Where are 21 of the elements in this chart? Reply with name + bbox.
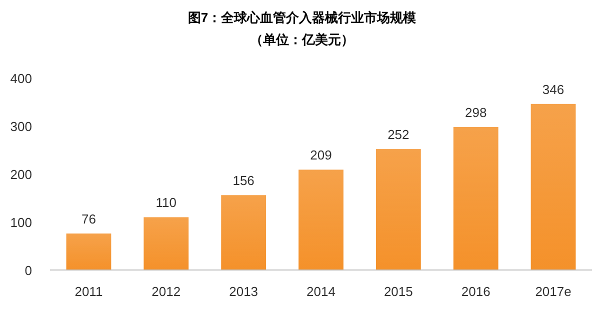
data-label: 209: [310, 148, 332, 163]
xtick: 2013: [229, 284, 258, 299]
data-label: 252: [388, 127, 410, 142]
xtick: 2011: [74, 284, 103, 299]
xtick: 2015: [384, 284, 413, 299]
ytick: 200: [10, 167, 32, 182]
xtick: 2014: [306, 284, 336, 299]
xtick: 2016: [461, 284, 490, 299]
xtick: 2017e: [535, 284, 572, 299]
xtick: 2012: [152, 284, 181, 299]
data-label: 156: [232, 173, 254, 188]
ytick: 300: [10, 119, 32, 134]
data-label: 298: [465, 104, 487, 120]
subtitle: （单位：亿美元）: [250, 32, 354, 47]
ytick: 400: [10, 71, 32, 86]
ytick: 0: [24, 263, 32, 278]
title: 图7：全球心血管介入器械行业市场规模: [188, 10, 416, 25]
data-label: 346: [542, 82, 564, 97]
data-label: 76: [81, 212, 96, 227]
data-label: 110: [156, 195, 176, 210]
ytick: 100: [10, 215, 32, 230]
